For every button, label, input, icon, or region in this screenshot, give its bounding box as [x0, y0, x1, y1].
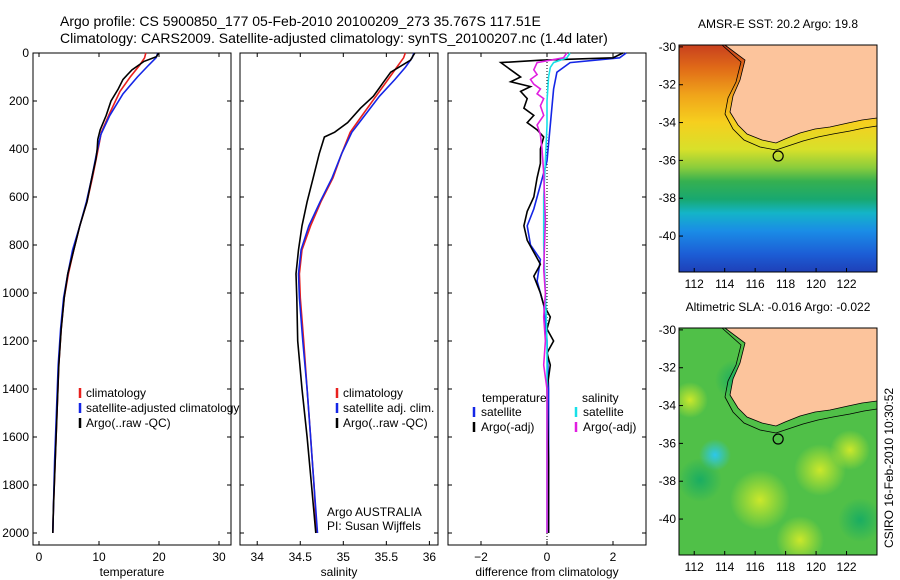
legend-entry: climatology — [343, 386, 403, 400]
map-frame — [678, 327, 878, 556]
sla-map: Altimetric SLA: -0.016 Argo: -0.022 112 11… — [659, 300, 878, 574]
side-timestamp-label: CSIRO 16-Feb-2010 10:30:52 — [882, 388, 896, 548]
land-mass — [725, 45, 877, 143]
legend-entry: Argo(..raw -QC) — [343, 416, 428, 430]
x-tick-label: 122 — [837, 277, 857, 291]
legend-title-temperature: temperature — [482, 391, 547, 405]
x-tick-label: 118 — [776, 277, 795, 291]
series-line-1 — [52, 52, 159, 534]
y-tick-label: -38 — [659, 191, 677, 205]
x-tick-label: −2 — [474, 550, 488, 564]
plot-frame — [32, 52, 232, 546]
x-axis-label: difference from climatology — [475, 565, 618, 579]
x-tick-label: 36 — [423, 550, 437, 564]
x-tick-label: 118 — [776, 560, 795, 574]
salinity-profile-chart: 34 34.5 35 35.5 36 salinity climatologysatelli… — [239, 52, 439, 579]
y-tick-label: -32 — [659, 78, 677, 92]
legend-title-salinity: salinity — [582, 391, 619, 405]
x-tick-label: 2 — [610, 550, 617, 564]
y-tick-label: 1000 — [2, 286, 29, 300]
x-tick-label: 116 — [746, 560, 765, 574]
y-tick-label: -36 — [659, 153, 677, 167]
legend-entry: Argo(-adj) — [583, 420, 636, 434]
x-tick-label: 35 — [337, 550, 351, 564]
shelf-contour — [721, 45, 877, 151]
x-axis-label: temperature — [100, 565, 165, 579]
legend-entry: satellite adj. clim. — [343, 401, 434, 415]
series-line-3 — [529, 52, 568, 533]
map-title: Altimetric SLA: -0.016 Argo: -0.022 — [686, 300, 871, 314]
y-tick-label: -34 — [659, 116, 677, 130]
x-tick-label: 0 — [544, 550, 551, 564]
x-tick-label: 114 — [715, 560, 734, 574]
x-tick-label: 30 — [212, 550, 226, 564]
y-tick-label: -38 — [659, 474, 677, 488]
legend-entry: climatology — [86, 386, 146, 400]
sst-map: AMSR-E SST: 20.2 Argo: 19.8 112 114 116 118 1… — [659, 17, 878, 291]
y-tick-label: 400 — [9, 142, 29, 156]
header-line-2: Climatology: CARS2009. Satellite-adjuste… — [60, 30, 608, 46]
y-tick-label: 0 — [22, 46, 29, 60]
argo-position-marker — [772, 433, 784, 445]
header-line-1: Argo profile: CS 5900850_177 05-Feb-2010… — [60, 13, 541, 29]
plot-frame — [239, 52, 439, 546]
series-line-0 — [52, 52, 147, 534]
x-tick-label: 122 — [837, 560, 857, 574]
argo-position-marker — [772, 150, 784, 162]
y-tick-label: 800 — [9, 238, 29, 252]
series-line-2 — [52, 52, 160, 534]
y-tick-label: -36 — [659, 436, 677, 450]
x-tick-label: 120 — [806, 277, 826, 291]
shelf-contour — [721, 328, 877, 434]
y-tick-label: 2000 — [2, 526, 29, 540]
x-tick-label: 112 — [685, 277, 704, 291]
land-mass — [725, 328, 877, 426]
x-tick-label: 120 — [806, 560, 826, 574]
y-tick-label: -30 — [659, 40, 677, 54]
x-tick-label: 114 — [715, 277, 734, 291]
series-line-1 — [297, 52, 415, 534]
y-tick-label: 1200 — [2, 334, 29, 348]
coastline — [724, 45, 877, 144]
series-line-0 — [298, 52, 407, 534]
annotation-text: PI: Susan Wijffels — [327, 519, 421, 533]
series-line-2 — [295, 52, 416, 534]
legend-entry: satellite — [583, 405, 624, 419]
y-tick-label: 600 — [9, 190, 29, 204]
y-tick-label: 1400 — [2, 382, 29, 396]
map-frame — [678, 44, 878, 273]
coastline — [724, 328, 877, 427]
legend-entry: satellite — [481, 405, 522, 419]
x-tick-label: 34.5 — [289, 550, 313, 564]
legend-entry: Argo(..raw -QC) — [86, 416, 171, 430]
map-title: AMSR-E SST: 20.2 Argo: 19.8 — [698, 17, 858, 31]
x-tick-label: 112 — [685, 560, 704, 574]
legend-entry: satellite-adjusted climatology — [86, 401, 239, 415]
y-tick-label: 1600 — [2, 430, 29, 444]
y-tick-label: -30 — [659, 323, 677, 337]
y-tick-label: -40 — [659, 512, 677, 526]
annotation-text: Argo AUSTRALIA — [327, 505, 422, 519]
x-axis-label: salinity — [321, 565, 358, 579]
x-tick-label: 34 — [251, 550, 265, 564]
x-tick-label: 35.5 — [375, 550, 399, 564]
temperature-profile-chart: 0 10 20 30 0 200 400 600 800 1000 1200 1400 1600 1800… — [2, 46, 239, 579]
x-tick-label: 116 — [746, 277, 765, 291]
y-tick-label: -32 — [659, 361, 677, 375]
x-tick-label: 10 — [92, 550, 106, 564]
series-line-0 — [526, 52, 627, 533]
x-tick-label: 0 — [36, 550, 43, 564]
y-tick-label: -34 — [659, 399, 677, 413]
y-tick-label: 1800 — [2, 478, 29, 492]
y-tick-label: -40 — [659, 229, 677, 243]
series-line-1 — [498, 52, 624, 533]
x-tick-label: 20 — [152, 550, 166, 564]
y-tick-label: 200 — [9, 94, 29, 108]
legend-entry: Argo(-adj) — [481, 420, 534, 434]
